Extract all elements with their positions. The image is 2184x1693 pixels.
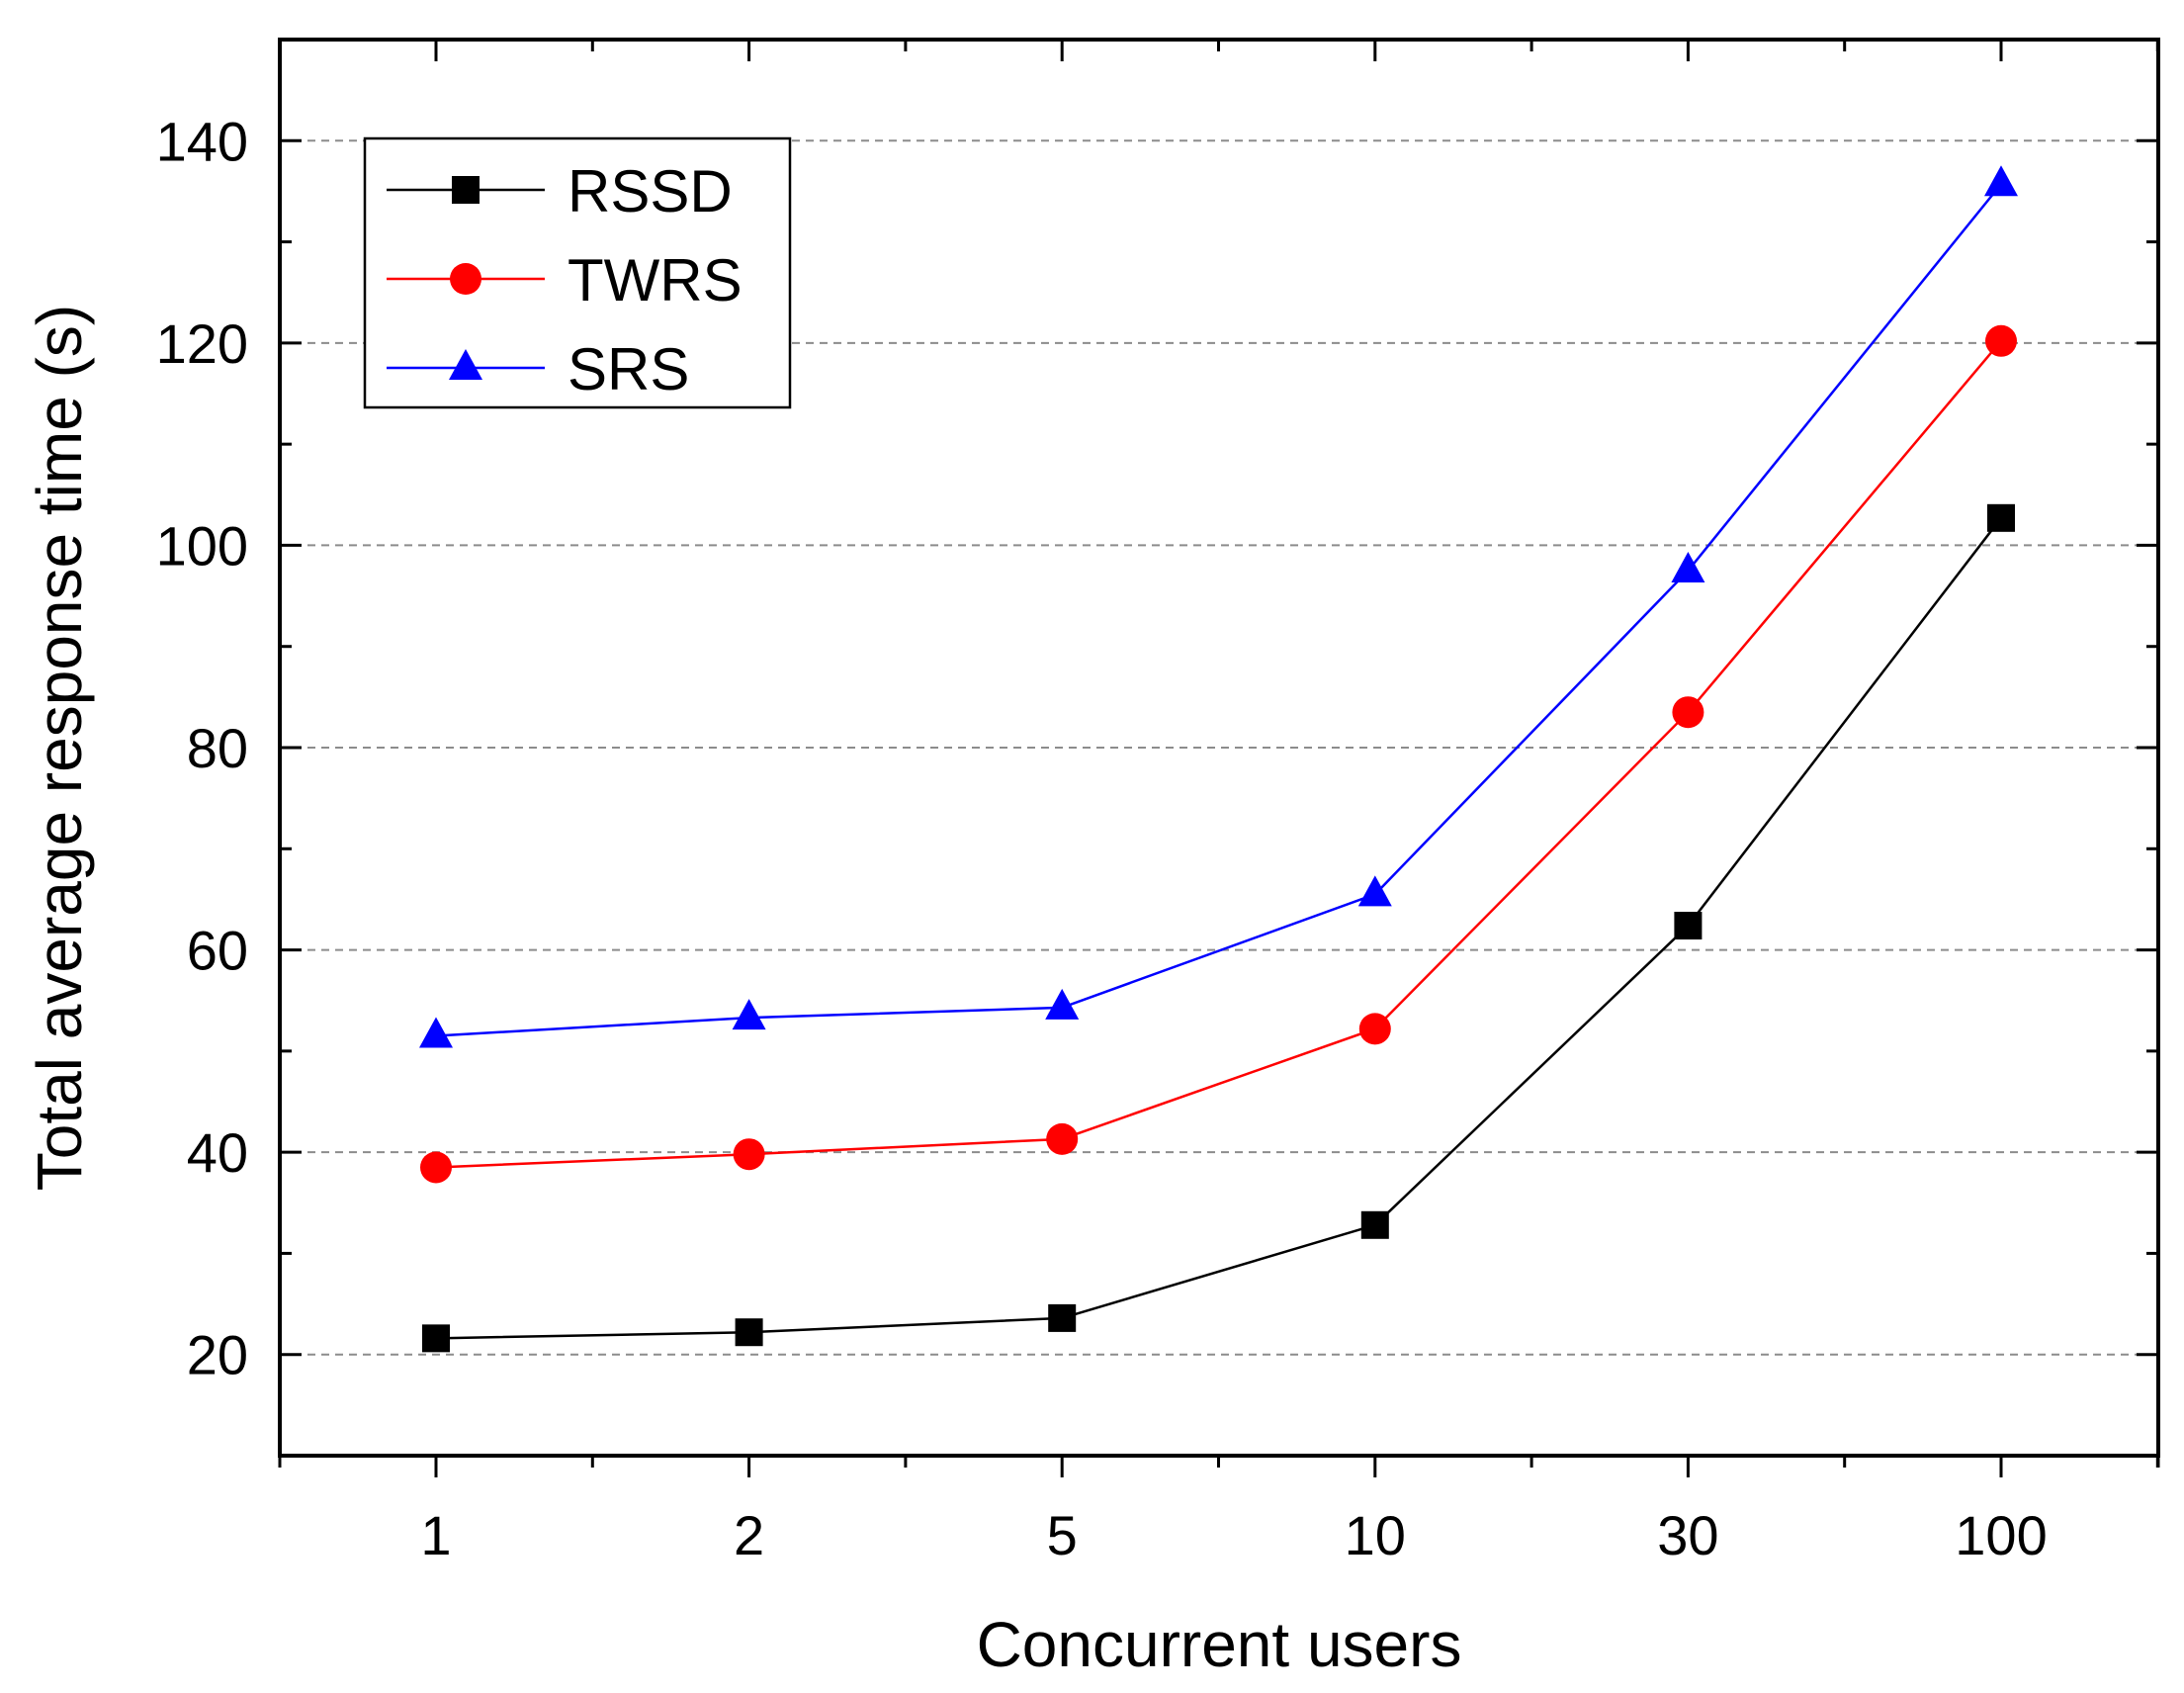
data-point-rssd <box>735 1318 763 1347</box>
legend-marker-rssd <box>452 176 480 204</box>
data-point-rssd <box>1048 1303 1077 1332</box>
data-point-rssd <box>1674 912 1703 940</box>
data-point-twrs <box>1046 1122 1079 1155</box>
legend-label-rssd: RSSD <box>568 158 733 224</box>
data-point-srs <box>1045 988 1080 1020</box>
legend-label-srs: SRS <box>568 336 689 402</box>
data-point-twrs <box>733 1138 765 1171</box>
y-tick-label: 40 <box>187 1121 248 1184</box>
series-line-srs <box>435 183 2002 1037</box>
x-tick-label: 30 <box>1657 1504 1718 1566</box>
x-tick-label: 1 <box>420 1504 451 1566</box>
x-tick-label: 100 <box>1955 1504 2047 1566</box>
legend: RSSD TWRS SRS <box>363 136 792 409</box>
x-axis-label: Concurrent users <box>977 1609 1462 1680</box>
data-point-twrs <box>1985 324 2017 357</box>
legend-box <box>363 136 792 409</box>
data-point-twrs <box>1358 1013 1391 1045</box>
series-line-twrs <box>435 340 2002 1169</box>
x-tick-label: 2 <box>734 1504 764 1566</box>
data-point-rssd <box>1360 1210 1389 1239</box>
data-point-srs <box>732 999 766 1030</box>
grid-lines <box>280 139 2158 1356</box>
data-point-rssd <box>1987 503 2015 532</box>
data-point-srs <box>1984 165 2018 197</box>
data-point-srs <box>1357 875 1392 907</box>
y-tick-label: 80 <box>187 717 248 779</box>
data-point-twrs <box>420 1151 452 1184</box>
series-line-rssd <box>435 517 2002 1340</box>
y-axis-label: Total average response time (s) <box>24 305 95 1191</box>
y-tick-label: 120 <box>156 312 248 375</box>
legend-marker-twrs <box>450 263 481 295</box>
data-point-rssd <box>422 1324 450 1353</box>
data-point-srs <box>419 1017 453 1048</box>
x-tick-label: 5 <box>1047 1504 1078 1566</box>
data-point-twrs <box>1672 696 1704 729</box>
axis-ticks: 20 40 60 80 100 120 140 1 2 5 10 30 100 <box>156 38 2160 1566</box>
legend-label-twrs: TWRS <box>568 247 743 313</box>
y-tick-label: 100 <box>156 514 248 577</box>
y-tick-label: 60 <box>187 920 248 982</box>
y-tick-label: 140 <box>156 110 248 172</box>
y-tick-label: 20 <box>187 1324 248 1386</box>
legend-marker-srs <box>449 349 482 380</box>
x-tick-label: 10 <box>1345 1504 1406 1566</box>
data-point-srs <box>1671 552 1705 582</box>
series-group <box>419 165 2018 1353</box>
